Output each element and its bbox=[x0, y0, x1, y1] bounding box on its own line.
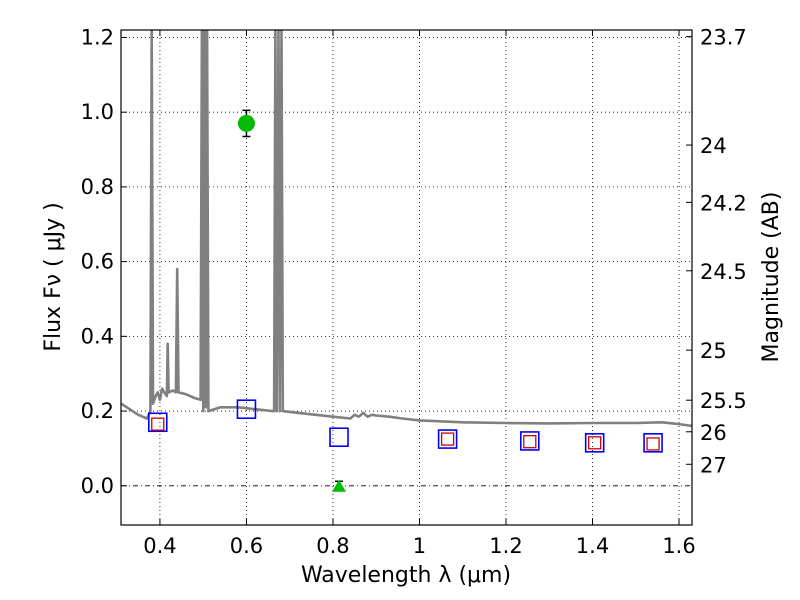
magnitude-tick-label: 25.5 bbox=[700, 389, 747, 413]
y-tick-label: 0.0 bbox=[81, 474, 114, 498]
magnitude-tick-label: 23.7 bbox=[700, 26, 747, 50]
model-photometry-point bbox=[329, 427, 349, 448]
photometry-layer bbox=[147, 109, 663, 492]
observed-photometry-point bbox=[523, 435, 537, 449]
magnitude-tick-label: 25 bbox=[700, 339, 727, 363]
magnitude-tick-label: 27 bbox=[700, 453, 727, 477]
observed-photometry-point bbox=[646, 437, 660, 451]
y-tick-label: 1.0 bbox=[81, 100, 114, 124]
x-tick-label: 1.6 bbox=[662, 534, 695, 558]
model-photometry-point bbox=[437, 429, 458, 449]
plot-frame bbox=[120, 29, 693, 526]
y-tick-labels: 0.0 0.2 0.4 0.6 0.8 1.0 1.2 bbox=[81, 25, 114, 497]
grid-lines bbox=[121, 30, 692, 525]
y-tick-label: 0.8 bbox=[81, 175, 114, 199]
y-tick-label: 1.2 bbox=[81, 25, 114, 49]
y-tick-label: 0.2 bbox=[81, 399, 114, 423]
axis-ticks bbox=[121, 30, 692, 525]
detection-point bbox=[237, 114, 255, 132]
y-tick-label: 0.6 bbox=[81, 250, 114, 274]
y-axis-label: Flux Fν ( μJy ) bbox=[41, 202, 66, 351]
observed-photometry-point bbox=[151, 417, 165, 431]
x-tick-label: 0.4 bbox=[143, 534, 176, 558]
magnitude-tick-label: 24 bbox=[700, 134, 727, 158]
model-photometry-point bbox=[519, 431, 540, 451]
upper-limit-marker bbox=[332, 479, 347, 492]
x-tick-label: 1 bbox=[413, 534, 426, 558]
magnitude-tick-label: 24.5 bbox=[700, 260, 747, 284]
magnitude-axis-label: Magnitude (AB) bbox=[759, 192, 784, 363]
x-tick-label: 0.6 bbox=[230, 534, 263, 558]
model-photometry-point bbox=[147, 412, 168, 433]
magnitude-tick-label: 26 bbox=[700, 421, 727, 445]
magnitude-tick-label: 24.2 bbox=[700, 191, 747, 215]
x-axis-label: Wavelength λ (μm) bbox=[301, 563, 511, 588]
model-photometry-point bbox=[584, 433, 605, 453]
x-tick-label: 0.8 bbox=[316, 534, 349, 558]
model-photometry-point bbox=[643, 433, 663, 453]
observed-photometry-point bbox=[440, 432, 455, 446]
observed-photometry-point bbox=[588, 436, 602, 450]
x-tick-label: 1.4 bbox=[576, 534, 609, 558]
x-tick-label: 1.2 bbox=[489, 534, 522, 558]
magnitude-tick-labels: 23.7 24 24.2 24.5 25 25.5 26 27 bbox=[700, 26, 747, 478]
y-tick-label: 0.4 bbox=[81, 324, 114, 348]
model-photometry-point bbox=[236, 399, 257, 419]
x-tick-labels: 0.4 0.6 0.8 1 1.2 1.4 1.6 bbox=[143, 534, 695, 558]
